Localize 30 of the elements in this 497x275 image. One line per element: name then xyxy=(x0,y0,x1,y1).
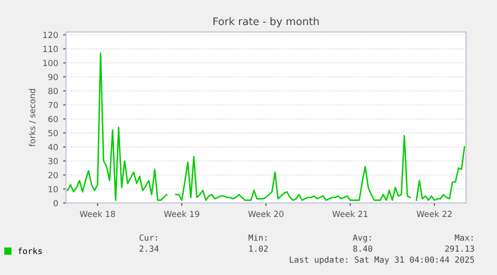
y-tick-label: 90 xyxy=(48,74,58,80)
y-tick-label: 70 xyxy=(48,102,58,108)
y-tick-label: 60 xyxy=(48,116,58,122)
y-tick-label: 120 xyxy=(43,32,58,38)
y-tick-label: 80 xyxy=(48,88,58,94)
x-tick-label: Week 18 xyxy=(80,210,116,218)
chart-title: Fork rate - by month xyxy=(214,17,319,28)
x-tick-label: Week 22 xyxy=(416,210,452,218)
text: 8.40 xyxy=(353,245,372,252)
y-tick-label: 20 xyxy=(48,172,58,178)
text: Cur: xyxy=(140,234,158,241)
y-tick-label: 100 xyxy=(43,60,58,66)
text: Avg: xyxy=(352,234,371,242)
y-tick-label: 40 xyxy=(48,144,58,150)
text: 1.02 xyxy=(249,245,268,252)
text: Max: xyxy=(454,234,473,241)
text: 291.13 xyxy=(445,245,474,252)
y-axis-title: forks / second xyxy=(28,89,36,147)
y-tick-label: 50 xyxy=(48,130,58,136)
y-tick-label: 30 xyxy=(48,158,58,164)
text: Min: xyxy=(248,234,266,241)
y-tick-label: 0 xyxy=(54,200,58,206)
text: 2.34 xyxy=(140,245,159,252)
text: Last update: Sat May 31 04:00:44 2025 xyxy=(290,256,474,264)
x-tick-label: Week 20 xyxy=(248,210,284,218)
x-tick-label: Week 21 xyxy=(332,210,368,218)
legend-label: forks xyxy=(18,248,42,254)
x-tick-label: Week 19 xyxy=(164,210,200,218)
y-tick-label: 110 xyxy=(43,46,58,52)
y-tick-label: 10 xyxy=(48,186,58,192)
